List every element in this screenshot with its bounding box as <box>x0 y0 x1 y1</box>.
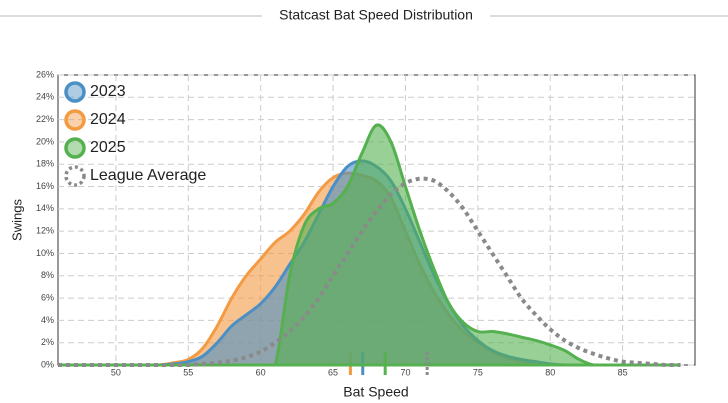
legend-label: League Average <box>90 167 206 184</box>
x-tick-label: 70 <box>400 367 410 377</box>
y-tick-label: 12% <box>36 226 54 236</box>
density-line <box>58 176 681 367</box>
y-tick-label: 4% <box>41 315 54 325</box>
chart-title: Statcast Bat Speed Distribution <box>279 7 473 23</box>
y-tick-label: 6% <box>41 292 54 302</box>
x-axis-label: Bat Speed <box>343 384 408 400</box>
y-tick-label: 0% <box>41 359 54 369</box>
y-axis-label: Swings <box>9 199 24 241</box>
y-tick-label: 16% <box>36 181 54 191</box>
legend-label: 2023 <box>90 83 126 100</box>
y-tick-label: 2% <box>41 337 54 347</box>
y-tick-label: 20% <box>36 136 54 146</box>
y-tick-label: 14% <box>36 203 54 213</box>
legend-swatch <box>64 137 86 159</box>
legend-swatch <box>64 81 86 103</box>
y-tick-label: 10% <box>36 248 54 258</box>
legend-swatch <box>64 109 86 131</box>
y-tick-label: 24% <box>36 92 54 102</box>
legend-swatch <box>64 165 86 187</box>
density-area <box>58 123 681 367</box>
x-tick-label: 80 <box>545 367 555 377</box>
x-tick-label: 65 <box>328 367 338 377</box>
y-tick-label: 18% <box>36 159 54 169</box>
legend-label: 2025 <box>90 139 126 156</box>
y-tick-label: 8% <box>41 270 54 280</box>
x-tick-label: 60 <box>256 367 266 377</box>
x-tick-label: 55 <box>183 367 193 377</box>
x-tick-label: 50 <box>111 367 121 377</box>
y-tick-label: 26% <box>36 69 54 79</box>
y-tick-label: 22% <box>36 114 54 124</box>
x-tick-label: 85 <box>618 367 628 377</box>
x-tick-label: 75 <box>473 367 483 377</box>
legend-label: 2024 <box>90 111 126 128</box>
